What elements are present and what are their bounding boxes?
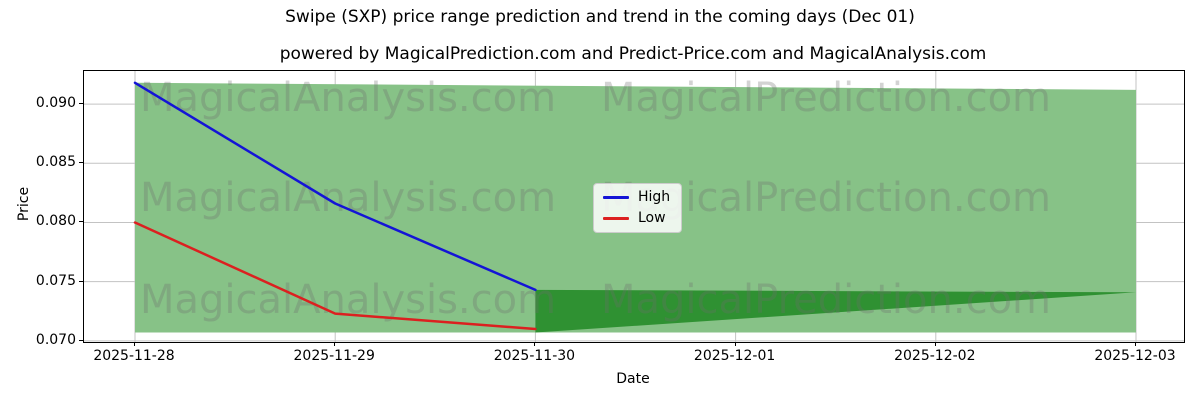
y-tick-label: 0.080 bbox=[35, 213, 76, 230]
legend-entry-low: Low bbox=[603, 211, 670, 226]
legend-label-high: High bbox=[638, 189, 671, 205]
x-tick-label: 2025-11-30 bbox=[493, 348, 576, 364]
forecast-convergence-wedge bbox=[535, 289, 1136, 333]
plot-area: MagicalAnalysis.com MagicalPrediction.com… bbox=[83, 70, 1185, 343]
x-tick-mark bbox=[534, 342, 536, 346]
y-tick-mark bbox=[79, 103, 83, 105]
x-tick-label: 2025-12-02 bbox=[894, 348, 976, 364]
x-tick-mark bbox=[334, 342, 336, 346]
watermark-text: MagicalPrediction.com bbox=[601, 75, 1051, 121]
watermark-text: MagicalPrediction.com bbox=[601, 277, 1051, 323]
y-tick-mark bbox=[79, 339, 83, 341]
x-tick-mark bbox=[134, 342, 135, 346]
legend-entry-high: High bbox=[603, 190, 670, 205]
legend: High Low bbox=[593, 183, 683, 233]
watermark-text: MagicalAnalysis.com bbox=[140, 175, 556, 221]
y-tick-mark bbox=[79, 162, 83, 164]
y-tick-label: 0.085 bbox=[35, 154, 76, 171]
x-tick-label: 2025-12-03 bbox=[1094, 348, 1176, 364]
x-tick-mark bbox=[934, 342, 936, 346]
x-tick-mark bbox=[734, 342, 736, 346]
y-tick-mark bbox=[79, 221, 83, 223]
watermark-text: MagicalAnalysis.com bbox=[140, 75, 556, 121]
x-tick-label: 2025-11-29 bbox=[293, 348, 375, 364]
low-line-swatch bbox=[603, 217, 629, 220]
y-tick-label: 0.090 bbox=[35, 95, 76, 112]
low-line bbox=[133, 221, 537, 331]
axes-subtitle: powered by MagicalPrediction.com and Pre… bbox=[279, 44, 987, 64]
y-tick-label: 0.070 bbox=[35, 331, 76, 348]
x-tick-label: 2025-11-28 bbox=[93, 348, 175, 364]
legend-label-low: Low bbox=[638, 210, 666, 226]
figure-title: Swipe (SXP) price range prediction and t… bbox=[285, 7, 915, 27]
watermark-text: MagicalAnalysis.com bbox=[140, 277, 556, 323]
high-line bbox=[133, 81, 537, 292]
high-line-swatch bbox=[603, 196, 629, 199]
x-tick-mark bbox=[1135, 342, 1136, 346]
x-axis-label: Date bbox=[616, 371, 650, 387]
x-tick-label: 2025-12-01 bbox=[693, 348, 776, 364]
y-tick-mark bbox=[79, 280, 83, 282]
y-tick-label: 0.075 bbox=[35, 272, 76, 289]
